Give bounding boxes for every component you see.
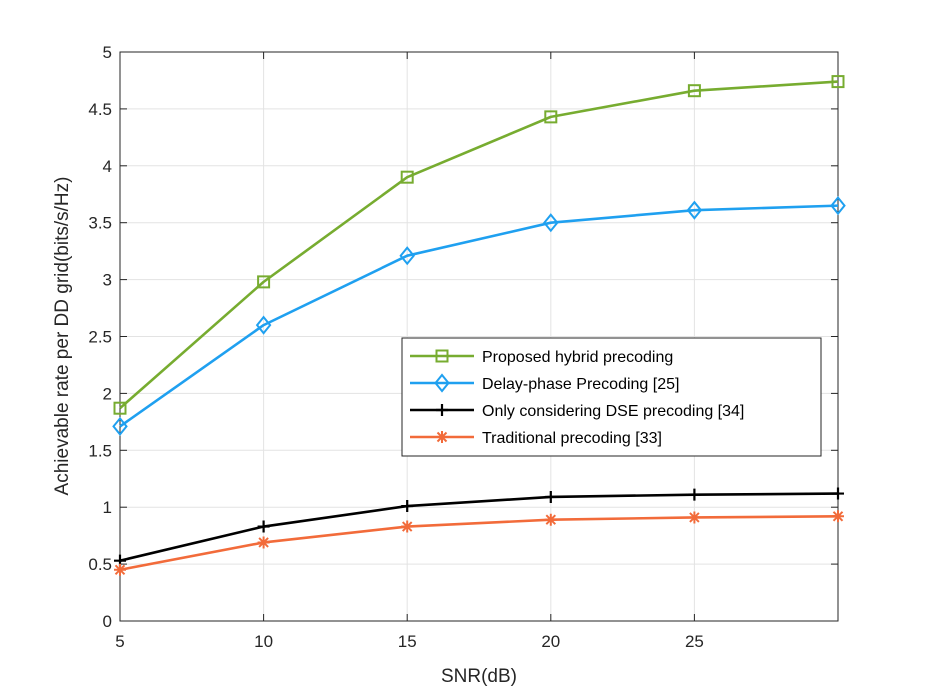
legend-entry-1: Proposed hybrid precoding	[410, 349, 673, 366]
data-point	[688, 511, 701, 524]
x-axis-label: SNR(dB)	[441, 666, 517, 687]
legend-marker	[436, 404, 448, 416]
y-tick-label: 4	[103, 157, 112, 176]
axes	[119, 51, 839, 622]
y-tick-label: 1.5	[88, 441, 112, 460]
series-1	[113, 75, 845, 415]
x-tick-label: 20	[541, 632, 560, 651]
series-line	[119, 492, 839, 562]
data-point	[112, 416, 128, 436]
data-point	[257, 520, 270, 533]
legend-marker	[434, 373, 450, 393]
y-tick-label: 0.5	[88, 555, 112, 574]
y-tick-label: 2.5	[88, 328, 112, 347]
data-point	[687, 84, 701, 98]
data-point	[401, 500, 414, 513]
x-tick-label: 25	[685, 632, 704, 651]
data-point	[831, 75, 845, 89]
data-series	[112, 75, 846, 576]
data-point	[688, 488, 701, 501]
legend-entry-2: Delay-phase Precoding [25]	[410, 373, 679, 393]
data-point	[401, 520, 414, 533]
x-tick-label: 15	[398, 632, 417, 651]
legend-entry-3: Only considering DSE precoding [34]	[410, 403, 744, 420]
y-tick-label: 3	[103, 271, 112, 290]
y-tick-label: 1	[103, 498, 112, 517]
legend: Proposed hybrid precoding Delay-phase Pre…	[401, 337, 822, 457]
series-line	[119, 204, 839, 428]
legend-entry-4: Traditional precoding [33]	[410, 430, 662, 447]
data-point	[832, 487, 844, 500]
y-tick-label: 5	[103, 43, 112, 62]
series-line	[119, 515, 839, 572]
x-tick-label: 5	[115, 632, 124, 651]
data-point	[400, 170, 414, 184]
legend-label: Delay-phase Precoding [25]	[482, 376, 679, 393]
data-point	[543, 213, 559, 233]
legend-marker	[436, 431, 448, 443]
series-line	[119, 80, 839, 410]
series-2	[112, 196, 846, 436]
series-4	[114, 510, 844, 576]
data-point	[399, 246, 415, 266]
data-point	[544, 513, 557, 526]
data-point	[257, 275, 271, 289]
x-tick-label: 10	[254, 632, 273, 651]
series-3	[114, 487, 844, 567]
data-point	[114, 563, 126, 576]
data-point	[686, 200, 703, 220]
y-axis-label: Achievable rate per DD grid(bits/s/Hz)	[52, 177, 73, 496]
data-point	[544, 110, 558, 124]
data-point	[544, 490, 557, 503]
legend-label: Traditional precoding [33]	[482, 430, 662, 447]
data-point	[113, 401, 127, 415]
tick-labels: 5 10 15 20 25 0 0.5 1 1.5 2 2.5 3 3.5 4 4.5 5	[88, 43, 704, 651]
data-point	[830, 196, 846, 216]
y-tick-label: 0	[103, 612, 112, 631]
legend-label: Only considering DSE precoding [34]	[482, 403, 744, 420]
data-point	[832, 510, 844, 523]
y-tick-label: 2	[103, 384, 112, 403]
legend-marker	[435, 349, 449, 363]
legend-label: Proposed hybrid precoding	[482, 349, 673, 366]
data-point	[257, 536, 270, 549]
y-tick-label: 4.5	[88, 100, 112, 119]
data-point	[255, 315, 272, 335]
y-tick-label: 3.5	[88, 214, 112, 233]
